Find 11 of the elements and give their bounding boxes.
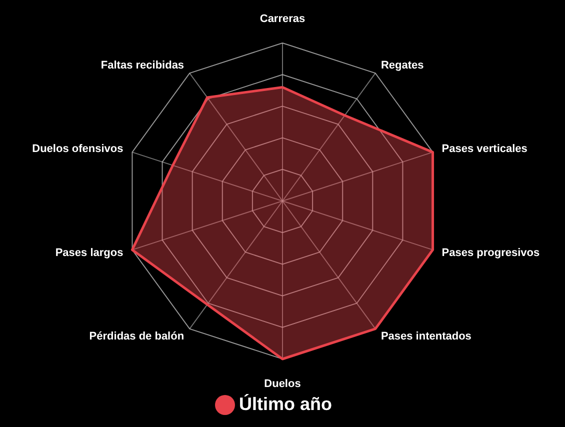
spoke-label: Pases verticales — [442, 143, 528, 156]
spoke-label: Duelos — [264, 378, 301, 390]
spoke-label: Duelos ofensivos — [32, 143, 124, 156]
spoke-label: Regates — [380, 60, 424, 72]
legend-label: Último año — [239, 394, 332, 414]
spoke-label: Faltas recibidas — [100, 60, 184, 72]
spoke-label: Pases intentados — [380, 330, 472, 342]
spoke-label: Pases progresivos — [442, 246, 540, 259]
spoke-label: Pases largos — [55, 246, 124, 259]
spoke-label: Pérdidas de balón — [89, 330, 184, 342]
spoke-label: Carreras — [260, 13, 306, 26]
